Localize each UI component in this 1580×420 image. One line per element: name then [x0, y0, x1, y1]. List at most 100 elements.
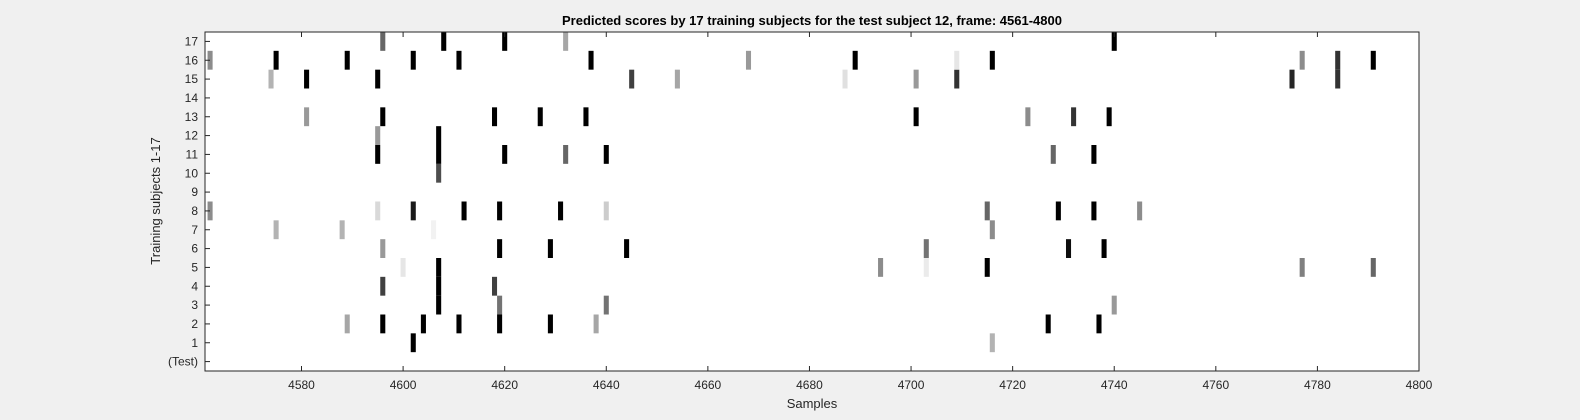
heatmap-cell [436, 276, 442, 296]
x-tick-label: 4620 [491, 378, 518, 392]
heatmap-cell [1299, 258, 1305, 277]
heatmap-cell [375, 145, 381, 164]
y-tick-label: 7 [191, 223, 198, 237]
x-tick-label: 4800 [1406, 378, 1433, 392]
heatmap-cell [603, 201, 609, 221]
heatmap-cell [497, 295, 503, 315]
heatmap-cell [1299, 50, 1305, 70]
heatmap-cell [441, 32, 447, 51]
heatmap-cell [436, 258, 442, 277]
heatmap-cell [492, 107, 498, 127]
heatmap-cell [954, 69, 960, 89]
y-tick-label: 14 [185, 91, 199, 105]
heatmap-cell [375, 69, 381, 89]
heatmap-cell [537, 107, 543, 127]
heatmap-cell [344, 314, 350, 334]
heatmap-cell [207, 50, 213, 70]
heatmap-cell [410, 50, 416, 70]
heatmap-cell [456, 50, 462, 70]
heatmap-cell [563, 145, 569, 164]
heatmap-cell [456, 314, 462, 334]
heatmap-cell [492, 276, 498, 296]
heatmap-cell [629, 69, 635, 89]
chart-title: Predicted scores by 17 training subjects… [562, 13, 1062, 28]
y-tick-label: 10 [185, 166, 199, 180]
heatmap-cell [547, 239, 553, 258]
heatmap-cell [1289, 69, 1295, 89]
heatmap-cell [375, 201, 381, 221]
x-tick-label: 4680 [796, 378, 823, 392]
x-tick-label: 4740 [1101, 378, 1128, 392]
heatmap-cell [436, 163, 442, 183]
heatmap-cell [497, 314, 503, 334]
heatmap-cell [1050, 145, 1056, 164]
heatmap-cell [380, 239, 386, 258]
heatmap-cell [436, 295, 442, 315]
heatmap-cell [1335, 50, 1341, 70]
y-tick-label: 17 [185, 34, 199, 48]
heatmap-cell [558, 201, 564, 221]
heatmap-cell [304, 107, 310, 127]
heatmap-cell [1091, 201, 1097, 221]
heatmap-cell [1370, 258, 1376, 277]
heatmap-cell [603, 295, 609, 315]
x-tick-label: 4720 [999, 378, 1026, 392]
y-tick-label: 16 [185, 53, 199, 67]
heatmap-cell [593, 314, 599, 334]
heatmap-cell [497, 201, 503, 221]
y-tick-label: 1 [191, 336, 198, 350]
heatmap-cell [1111, 32, 1117, 51]
heatmap-cell [1111, 295, 1117, 315]
x-tick-label: 4700 [898, 378, 925, 392]
heatmap-cell [375, 126, 381, 145]
y-tick-label: (Test) [168, 355, 198, 369]
heatmap-cell [1071, 107, 1077, 127]
heatmap-cell [913, 69, 919, 89]
heatmap-cell [984, 258, 990, 277]
heatmap-cell [603, 145, 609, 164]
x-tick-label: 4640 [593, 378, 620, 392]
heatmap-cell [1025, 107, 1031, 127]
heatmap-cell [878, 258, 884, 277]
heatmap-cell [1137, 201, 1143, 221]
heatmap-cell [1101, 239, 1107, 258]
heatmap-cell [1091, 145, 1097, 164]
heatmap-cell [380, 276, 386, 296]
heatmap-cell [1106, 107, 1112, 127]
x-tick-label: 4780 [1304, 378, 1331, 392]
y-tick-label: 9 [191, 185, 198, 199]
heatmap-cell [339, 220, 345, 240]
ticks-layer: 4580 4600 4620 4640 4660 4680 4700 4720 4740 4760… [168, 32, 1433, 392]
heatmap-cell [1096, 314, 1102, 334]
heatmap-cell [436, 145, 442, 164]
y-tick-label: 12 [185, 129, 199, 143]
y-tick-label: 8 [191, 204, 198, 218]
heatmap-cell [410, 201, 416, 221]
x-tick-label: 4760 [1202, 378, 1229, 392]
heatmap-cell [989, 220, 995, 240]
heatmap-cell [984, 201, 990, 221]
y-tick-label: 3 [191, 298, 198, 312]
heatmap-cell [420, 314, 426, 334]
heatmap-cell [502, 32, 508, 51]
heatmap-cell [583, 107, 589, 127]
y-tick-label: 4 [191, 279, 198, 293]
heatmap-cell [674, 69, 680, 89]
y-tick-label: 6 [191, 242, 198, 256]
heatmap-cell [1045, 314, 1051, 334]
heatmap-cell [207, 201, 213, 221]
heatmap-cell [344, 50, 350, 70]
heatmap-cell [852, 50, 858, 70]
heatmap-cell [431, 220, 437, 240]
heatmap-cell [923, 258, 929, 277]
heatmap-cell [913, 107, 919, 127]
heatmap-cell [745, 50, 752, 70]
heatmap-cell [273, 50, 279, 70]
heatmap-cell [923, 239, 929, 258]
plot-frame [204, 31, 1420, 372]
heatmap-cell [588, 50, 594, 70]
y-tick-label: 5 [191, 260, 198, 274]
heatmap-cell [380, 314, 386, 334]
